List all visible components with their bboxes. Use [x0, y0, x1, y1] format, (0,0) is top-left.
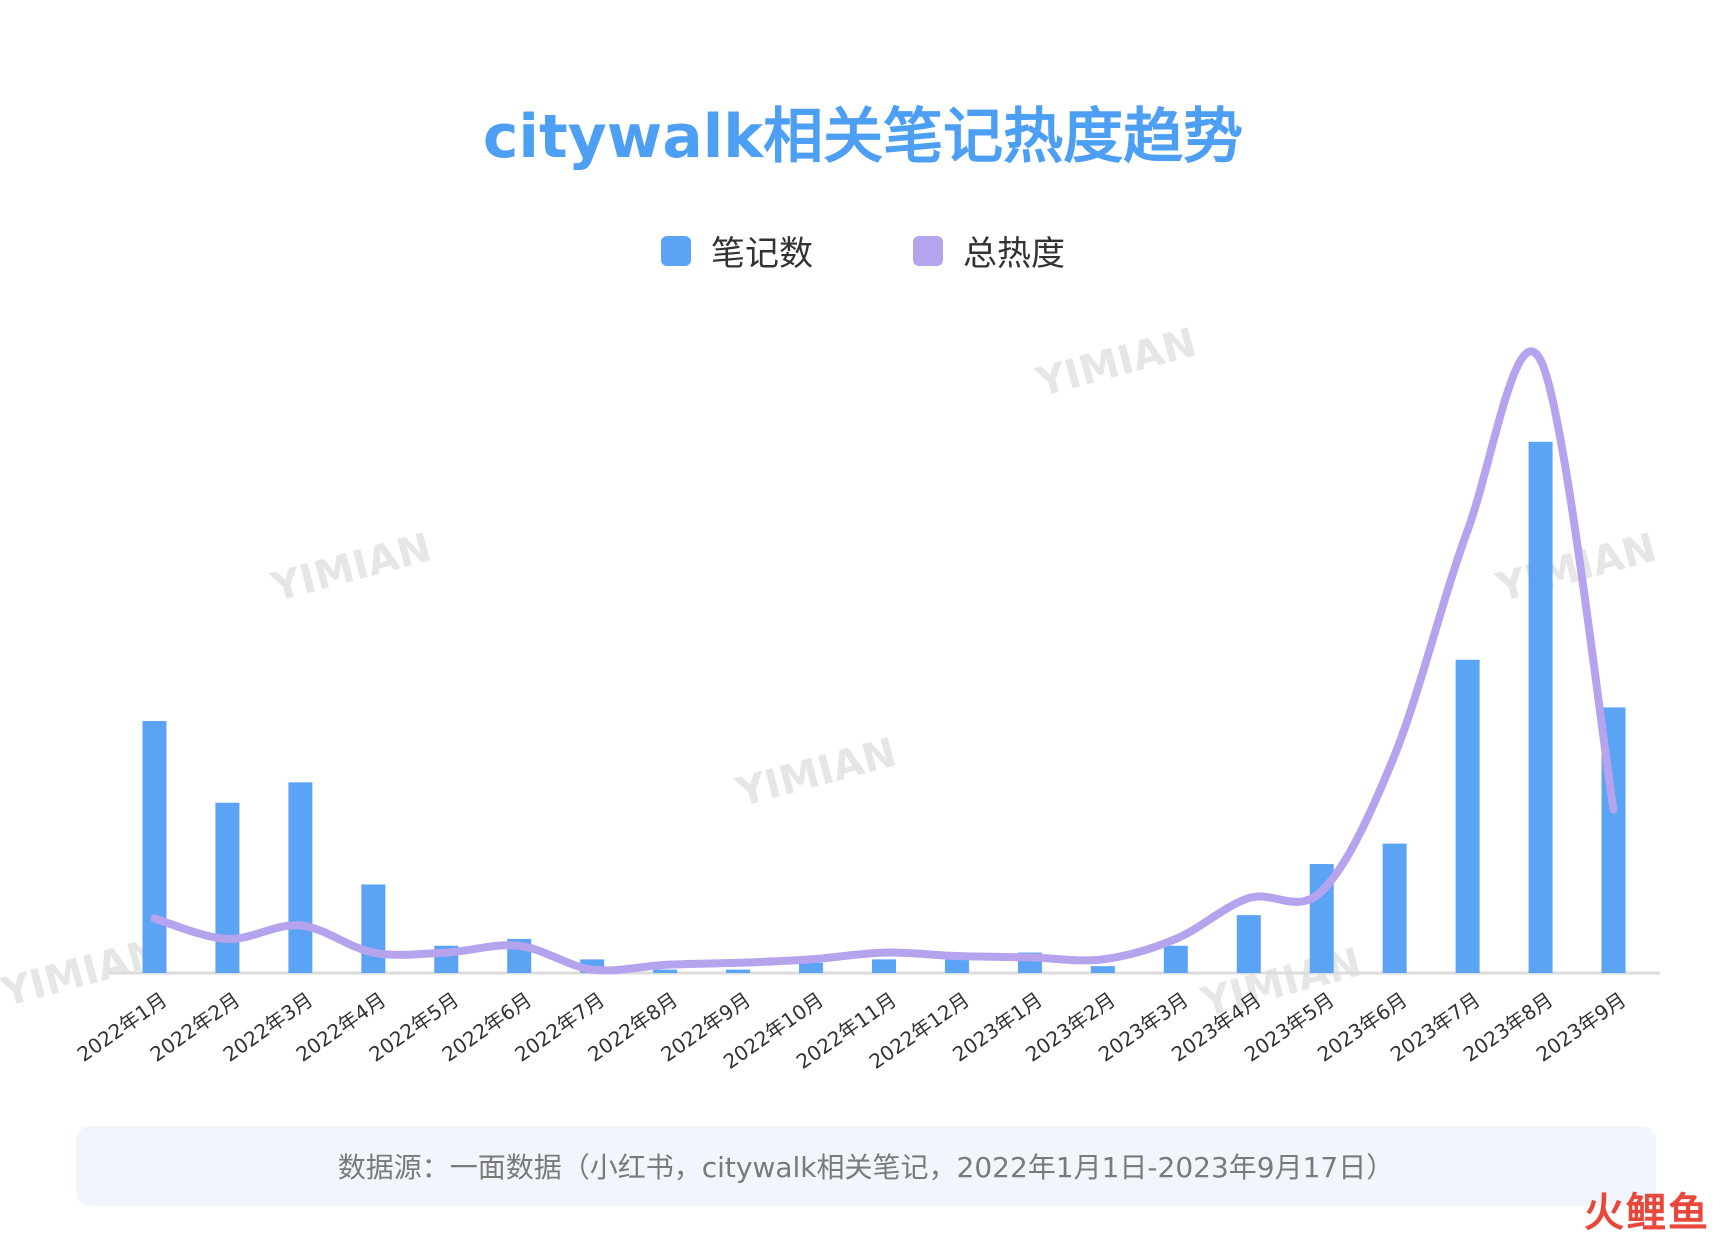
bar-2[interactable]: [215, 802, 240, 973]
heat-line[interactable]: [150, 347, 1618, 975]
bar-12[interactable]: [944, 959, 969, 973]
chart-title: citywalk相关笔记热度趋势: [482, 102, 1244, 172]
bar-18[interactable]: [1382, 843, 1407, 973]
bar-20[interactable]: [1528, 441, 1553, 973]
bar-8[interactable]: [653, 969, 678, 973]
bar-19[interactable]: [1455, 659, 1480, 973]
legend-swatch-heat: [913, 235, 943, 266]
legend-swatch-notes: [661, 235, 691, 266]
bar-9[interactable]: [726, 969, 751, 973]
source-text: 数据源：一面数据（小红书，citywalk相关笔记，2022年1月1日-2023…: [337, 1151, 1395, 1184]
legend-item-notes[interactable]: 笔记数: [661, 226, 813, 275]
legend-item-heat[interactable]: 总热度: [913, 226, 1065, 275]
bar-4[interactable]: [361, 884, 386, 973]
bar-16[interactable]: [1236, 915, 1261, 973]
bar-11[interactable]: [872, 959, 896, 973]
source-note: 数据源：一面数据（小红书，citywalk相关笔记，2022年1月1日-2023…: [76, 1126, 1656, 1206]
bar-1[interactable]: [142, 721, 167, 973]
legend-label-heat: 总热度: [963, 234, 1065, 274]
bar-10[interactable]: [799, 962, 824, 973]
bar-3[interactable]: [288, 782, 313, 973]
bar-14[interactable]: [1090, 966, 1115, 973]
legend-label-notes: 笔记数: [711, 234, 813, 274]
corner-logo: 火鲤鱼: [1584, 1190, 1710, 1236]
bar-15[interactable]: [1163, 945, 1188, 973]
legend: 笔记数 总热度: [0, 226, 1726, 275]
